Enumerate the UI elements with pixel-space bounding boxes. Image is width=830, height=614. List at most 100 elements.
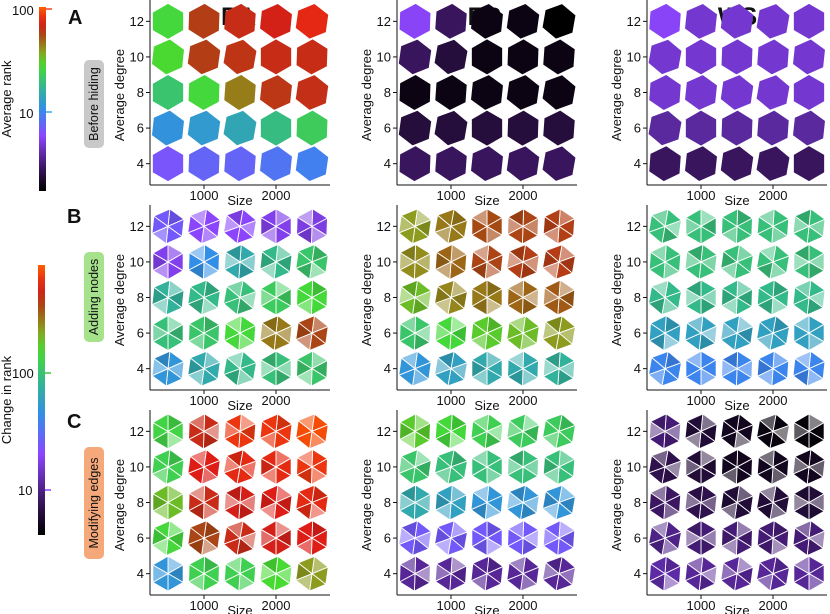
hexagon-cell: [720, 208, 754, 245]
x-axis-label: Size: [474, 398, 499, 413]
hexagon-sector: [151, 413, 169, 433]
hexagon-sector: [224, 243, 242, 263]
hexagon-cell: [719, 314, 755, 352]
y-tick-label: 8: [137, 85, 144, 100]
hexagon-cell: [151, 413, 185, 450]
hexagon-sector: [470, 448, 488, 468]
hexagon-sector: [792, 484, 810, 504]
hexagon-sector: [507, 279, 525, 299]
hexagon-cell: [755, 484, 791, 521]
hexagon-sector: [260, 484, 279, 504]
hexagon-cell: [397, 350, 433, 387]
hexagon-cell: [755, 555, 791, 592]
hexagon-sector: [722, 243, 740, 263]
hexagon-cell: [720, 279, 754, 316]
colorbar-change-in-rank-tick-label-10: 10: [18, 483, 32, 498]
y-tick-label: 4: [384, 156, 391, 171]
row-tag-modifying-edges-box: [84, 447, 104, 559]
x-tick-label: 2000: [759, 598, 788, 613]
x-tick-label: 1000: [687, 188, 716, 203]
y-tick-label: 10: [377, 254, 391, 269]
x-tick-label: 1000: [190, 188, 219, 203]
hexagon-cell: [720, 4, 754, 39]
hexagon-sector: [435, 555, 453, 575]
row-tag-adding-nodes-text: Adding nodes: [87, 259, 101, 335]
hexagon-sector: [225, 520, 244, 539]
hexagon-sector: [543, 279, 561, 299]
panel-before-hiding-er: 4 6 8 10 12 1000 2000 Size Average degree: [359, 0, 577, 208]
hexagon-sector: [399, 243, 417, 263]
hexagon-fill: [399, 146, 431, 182]
hexagon-sector: [259, 448, 277, 468]
hexagon-sector: [758, 315, 777, 334]
hexagon-fill: [685, 39, 717, 75]
hexagon-cell: [434, 110, 468, 146]
hexagon-cell: [295, 75, 329, 110]
hexagon-cell: [260, 3, 292, 39]
hexagon-fill: [152, 146, 184, 182]
hexagon-sector: [722, 555, 740, 575]
hexagon-cell: [543, 110, 575, 146]
hexagon-sector: [189, 448, 207, 468]
hexagon-fill: [720, 75, 754, 110]
y-tick-label: 6: [384, 326, 391, 341]
y-tick-label: 8: [634, 495, 641, 510]
hexagon-fill: [295, 75, 329, 110]
hexagon-sector: [151, 314, 169, 334]
hexagon-sector: [650, 448, 669, 468]
hexagon-cell: [397, 279, 433, 316]
hexagon-cell: [187, 314, 221, 352]
hexagon-fill: [434, 110, 468, 146]
hexagon-fill: [187, 39, 221, 75]
y-tick-label: 4: [137, 361, 144, 376]
hexagon-cell: [720, 75, 754, 110]
hexagon-cell: [793, 146, 825, 182]
hexagon-cell: [756, 4, 790, 39]
hexagon-sector: [189, 350, 207, 370]
hexagon-sector: [721, 350, 739, 370]
hexagon-fill: [793, 75, 825, 110]
hexagon-cell: [684, 413, 718, 450]
hexagon-sector: [188, 243, 206, 263]
y-tick-label: 12: [130, 219, 144, 234]
hexagon-sector: [436, 448, 455, 468]
hexagon-sector: [224, 484, 242, 504]
hexagon-cell: [152, 3, 184, 39]
hexagon-sector: [436, 520, 455, 539]
hexagon-cell: [187, 243, 221, 281]
hexagon-cell: [647, 448, 683, 486]
hexagon-sector: [758, 555, 777, 575]
hexagon-cell: [152, 75, 184, 110]
hexagon-sector: [435, 413, 453, 433]
hexagon-cell: [541, 484, 577, 521]
hexagon-cell: [471, 39, 503, 75]
hexagon-fill: [224, 3, 256, 39]
hexagon-cell: [471, 110, 503, 146]
hexagon-cell: [222, 448, 258, 486]
hexagon-sector: [685, 484, 704, 504]
hexagon-cell: [648, 555, 682, 592]
hexagon-sector: [684, 208, 702, 228]
hexagon-cell: [295, 279, 329, 316]
hexagon-fill: [685, 3, 717, 39]
hexagon-cell: [433, 448, 469, 486]
hexagon-cell: [792, 243, 826, 281]
hexagon-cell: [792, 448, 826, 486]
hexagon-cell: [684, 555, 718, 592]
hexagon-sector: [225, 279, 244, 299]
hexagon-fill: [471, 75, 503, 110]
hexagon-fill: [471, 39, 503, 75]
hexagon-sector: [296, 208, 314, 228]
y-tick-label: 12: [377, 14, 391, 29]
hexagon-fill: [507, 110, 539, 146]
hexagon-sector: [296, 350, 314, 370]
hexagon-cell: [719, 413, 755, 450]
hexagon-cell: [721, 39, 753, 75]
hexagon-cell: [506, 4, 540, 39]
hexagon-cell: [259, 279, 293, 316]
hexagon-cell: [647, 519, 683, 557]
hexagon-sector: [224, 413, 242, 433]
hexagon-sector: [508, 315, 526, 334]
hexagon-fill: [187, 110, 221, 146]
hexagon-sector: [650, 350, 669, 370]
